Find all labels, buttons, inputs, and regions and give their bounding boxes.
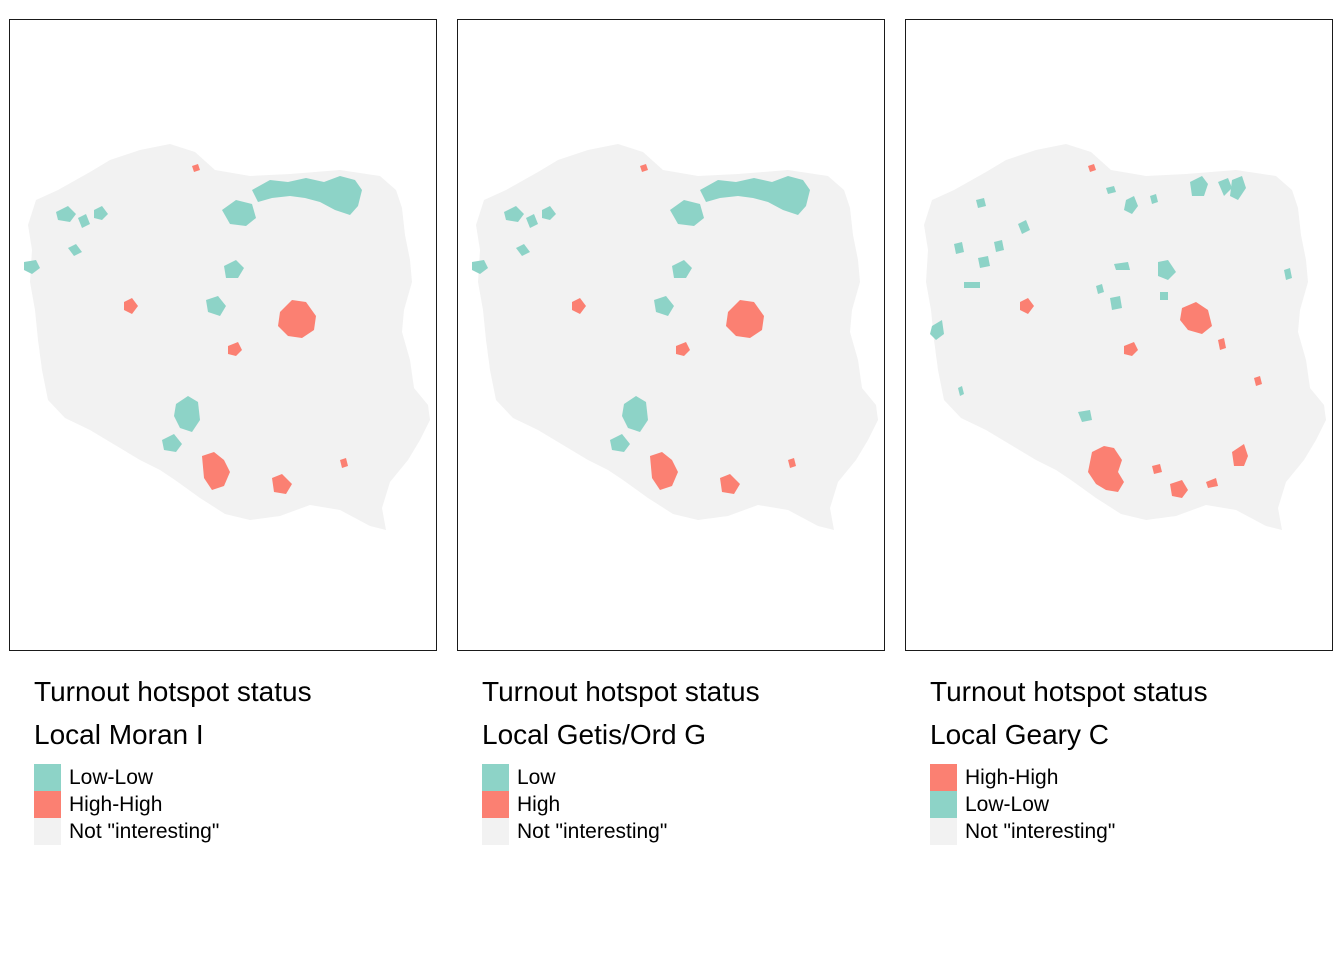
legend-item: Low-Low	[34, 764, 454, 791]
legend-item: Not "interesting"	[930, 818, 1344, 845]
legend-item: High	[482, 791, 902, 818]
legend-label: High	[517, 792, 561, 816]
poland-outline	[476, 144, 878, 530]
low-clusters	[472, 176, 810, 452]
legend-swatch-low	[482, 764, 509, 791]
legend-swatch-neutral	[482, 818, 509, 845]
legend-item: Not "interesting"	[34, 818, 454, 845]
map-panel-geary	[905, 19, 1333, 651]
low-low-clusters	[24, 176, 362, 452]
legend-swatch-low	[34, 764, 61, 791]
legend-moran: Turnout hotspot status Local Moran I Low…	[34, 676, 454, 845]
map-panel-moran	[9, 19, 437, 651]
map-geary	[924, 144, 1326, 530]
legend-swatch-neutral	[930, 818, 957, 845]
legend-label: Not "interesting"	[69, 819, 220, 843]
legend-label: High-High	[965, 765, 1059, 789]
legend-swatch-high	[482, 791, 509, 818]
legend-label: Not "interesting"	[517, 819, 668, 843]
legend-subtitle: Local Geary C	[930, 719, 1109, 750]
legend-subtitle: Local Moran I	[34, 719, 204, 750]
legend-title: Turnout hotspot status	[34, 676, 312, 707]
high-high-clusters	[1020, 164, 1262, 498]
legend-swatch-low	[930, 791, 957, 818]
legend-item: Not "interesting"	[482, 818, 902, 845]
legend-item: High-High	[34, 791, 454, 818]
poland-outline	[28, 144, 430, 530]
high-clusters	[572, 164, 796, 494]
legend-item: Low	[482, 764, 902, 791]
legend-swatch-neutral	[34, 818, 61, 845]
legend-getis: Turnout hotspot status Local Getis/Ord G…	[482, 676, 902, 845]
legend-label: Low-Low	[965, 792, 1050, 816]
legend-geary: Turnout hotspot status Local Geary C Hig…	[930, 676, 1344, 845]
legend-label: High-High	[69, 792, 163, 816]
legend-label: Not "interesting"	[965, 819, 1116, 843]
map-getis	[472, 144, 878, 530]
poland-outline	[924, 144, 1326, 530]
legend-subtitle: Local Getis/Ord G	[482, 719, 707, 750]
high-high-clusters	[124, 164, 348, 494]
legend-title: Turnout hotspot status	[930, 676, 1208, 707]
legend-label: Low-Low	[69, 765, 154, 789]
legend-swatch-high	[930, 764, 957, 791]
low-low-clusters	[930, 176, 1292, 422]
map-panel-getis	[457, 19, 885, 651]
legend-item: High-High	[930, 764, 1344, 791]
legend-item: Low-Low	[930, 791, 1344, 818]
legend-swatch-high	[34, 791, 61, 818]
map-moran	[24, 144, 430, 530]
legend-title: Turnout hotspot status	[482, 676, 760, 707]
legend-label: Low	[517, 765, 556, 789]
